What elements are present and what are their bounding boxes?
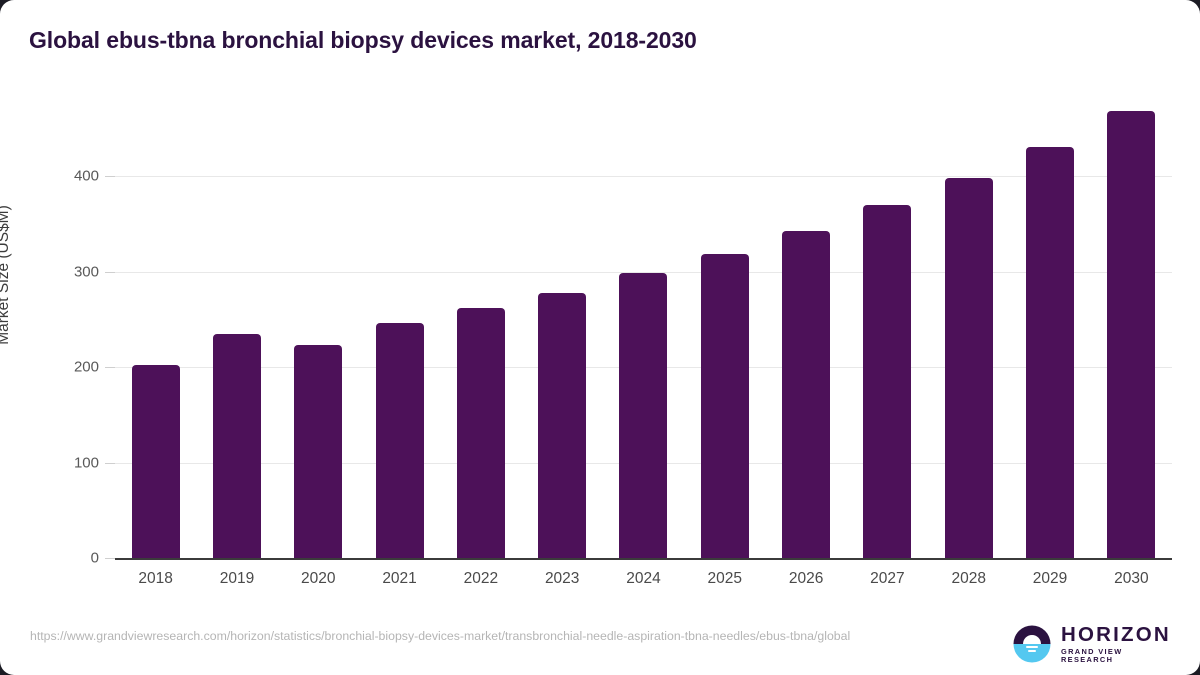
x-axis-tick-label: 2022 xyxy=(463,570,499,587)
bar-2029[interactable] xyxy=(1026,147,1075,558)
y-axis-tick-mark xyxy=(105,367,115,368)
y-axis-tick-mark xyxy=(105,462,115,464)
y-axis-tick-label: 400 xyxy=(73,167,99,185)
bar-2018[interactable] xyxy=(131,365,180,558)
y-axis-title: Market Size (US$M) xyxy=(0,205,12,345)
horizon-half-circle-icon xyxy=(1012,624,1052,664)
x-axis-tick-label: 2027 xyxy=(870,570,905,587)
bar-2027[interactable] xyxy=(863,204,912,558)
x-axis-tick-label: 2021 xyxy=(382,570,417,587)
horizon-logo: HORIZON GRAND VIEW RESEARCH xyxy=(1012,622,1172,666)
bar-2022[interactable] xyxy=(456,307,505,558)
x-axis-line xyxy=(115,558,1172,560)
bar-2030[interactable] xyxy=(1107,111,1156,558)
y-axis-tick-label: 100 xyxy=(73,454,99,471)
bar-group[interactable] xyxy=(1091,90,1172,558)
bar-group[interactable] xyxy=(196,90,277,558)
y-axis-tick-label: 200 xyxy=(73,358,99,376)
logo-tagline: GRAND VIEW RESEARCH xyxy=(1061,647,1123,664)
bar-group[interactable] xyxy=(603,90,684,558)
page-title: Global ebus-tbna bronchial biopsy device… xyxy=(29,27,697,53)
bar-2024[interactable] xyxy=(619,273,668,558)
y-axis-tick-mark xyxy=(105,558,115,559)
bar-2026[interactable] xyxy=(782,231,831,558)
bar-2025[interactable] xyxy=(700,254,749,558)
bar-group[interactable] xyxy=(684,90,765,558)
x-axis-tick-label: 2024 xyxy=(626,570,661,587)
bar-group[interactable] xyxy=(928,90,1009,558)
gridline xyxy=(115,176,1172,177)
bar-2019[interactable] xyxy=(212,333,261,558)
bar-group[interactable] xyxy=(765,90,846,558)
y-axis-tick-label: 300 xyxy=(73,263,99,280)
bar-group[interactable] xyxy=(440,90,521,558)
x-axis-tick-label: 2026 xyxy=(788,570,824,587)
logo-wordmark: HORIZON xyxy=(1061,622,1171,646)
bar-group[interactable] xyxy=(115,90,196,558)
y-axis-tick-mark xyxy=(105,271,115,273)
bar-2020[interactable] xyxy=(294,345,343,558)
bar-2023[interactable] xyxy=(538,292,587,558)
x-axis-tick-label: 2025 xyxy=(707,570,743,587)
x-axis-tick-label: 2020 xyxy=(301,570,336,587)
bar-group[interactable] xyxy=(1009,90,1090,558)
x-axis-tick-label: 2029 xyxy=(1032,570,1068,587)
x-axis-tick-label: 2030 xyxy=(1114,570,1149,587)
y-axis-tick-mark xyxy=(105,176,115,177)
bar-2028[interactable] xyxy=(944,177,993,558)
bar-group[interactable] xyxy=(847,90,928,558)
gridline xyxy=(115,271,1172,273)
x-axis-tick-label: 2018 xyxy=(138,570,173,587)
bar-2021[interactable] xyxy=(375,323,424,558)
x-axis-tick-label: 2023 xyxy=(544,570,580,587)
x-axis-tick-label: 2028 xyxy=(951,570,986,587)
logo-text: HORIZON GRAND VIEW RESEARCH xyxy=(1061,622,1172,664)
bar-group[interactable] xyxy=(522,90,603,558)
bar-group[interactable] xyxy=(278,90,359,558)
bar-group[interactable] xyxy=(359,90,440,558)
x-axis-tick-label: 2019 xyxy=(219,570,255,587)
plot-area xyxy=(115,90,1172,558)
source-url[interactable]: https://www.grandviewresearch.com/horizo… xyxy=(30,629,851,643)
y-axis-tick-label: 0 xyxy=(90,549,99,567)
